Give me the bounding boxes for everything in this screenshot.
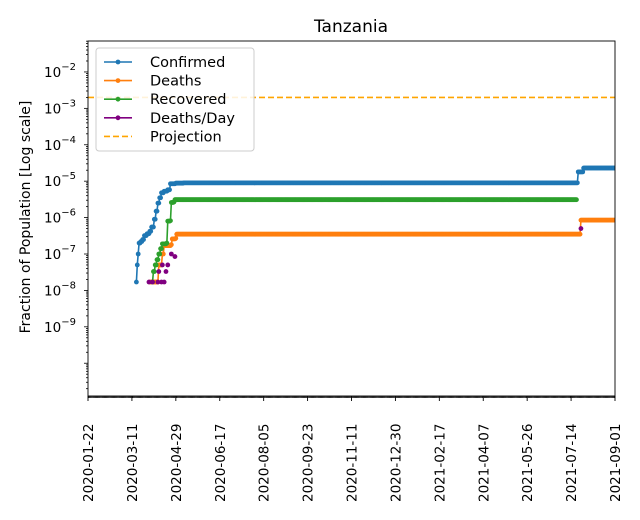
deaths-per-day-point bbox=[156, 269, 162, 274]
data-point-recovered bbox=[164, 240, 170, 246]
data-point-deaths bbox=[612, 217, 615, 223]
x-tick-label: 2020-11-11 bbox=[345, 424, 361, 502]
legend-swatch-marker bbox=[115, 96, 121, 102]
legend-item-confirmed: Confirmed bbox=[104, 55, 225, 71]
chart-title: Tanzania bbox=[313, 17, 388, 37]
data-point-deaths bbox=[160, 251, 166, 257]
data-point-recovered bbox=[155, 257, 161, 263]
data-point-deaths bbox=[173, 235, 179, 241]
legend-box bbox=[95, 47, 255, 152]
data-point-confirmed bbox=[152, 216, 158, 222]
data-point-confirmed bbox=[167, 187, 172, 193]
legend-swatch-marker bbox=[115, 59, 121, 65]
deaths-per-day-point bbox=[172, 254, 178, 259]
x-tick-label: 2021-04-07 bbox=[476, 424, 492, 502]
x-tick-label: 2020-04-29 bbox=[169, 424, 185, 502]
y-tick-label: 10−6 bbox=[44, 208, 76, 227]
legend-swatch-marker bbox=[115, 115, 121, 121]
x-tick-label: 2020-03-11 bbox=[125, 424, 141, 502]
data-layer bbox=[88, 96, 615, 285]
legend-item-deaths-day: Deaths/Day bbox=[104, 111, 235, 127]
legend: Confirmed Deaths Recovered Deaths/Day Projec… bbox=[95, 47, 255, 152]
series-recovered bbox=[150, 197, 579, 285]
y-tick-label: 10−3 bbox=[44, 98, 76, 117]
data-point-recovered bbox=[159, 246, 164, 252]
x-tick-label: 2021-05-26 bbox=[520, 424, 536, 502]
y-tick-label: 10−2 bbox=[44, 62, 76, 81]
x-tick-label: 2020-09-23 bbox=[301, 424, 317, 502]
x-tick-label: 2020-01-22 bbox=[81, 424, 97, 502]
legend-label: Recovered bbox=[150, 92, 226, 108]
x-tick-label: 2020-12-30 bbox=[388, 424, 404, 502]
deaths-per-day-point bbox=[150, 279, 155, 285]
legend-swatch-marker bbox=[115, 78, 121, 83]
deaths-per-day-point bbox=[165, 262, 171, 268]
deaths-per-day-point bbox=[155, 279, 161, 285]
legend-label: Deaths bbox=[150, 74, 201, 90]
data-point-recovered bbox=[574, 197, 579, 203]
data-point-recovered bbox=[157, 251, 163, 257]
data-point-confirmed bbox=[134, 279, 139, 285]
deaths-per-day-point bbox=[159, 262, 165, 268]
plot-frame bbox=[87, 40, 616, 397]
deaths-per-day-point bbox=[146, 279, 152, 285]
data-point-deaths bbox=[577, 231, 583, 237]
legend-item-projection: Projection bbox=[104, 129, 222, 145]
y-tick-label: 10−7 bbox=[44, 244, 76, 263]
legend-label: Deaths/Day bbox=[150, 111, 235, 127]
y-axis-label: Fraction of Population [Log scale] bbox=[18, 101, 34, 334]
series-confirmed bbox=[134, 165, 615, 285]
legend-label: Projection bbox=[150, 129, 222, 145]
series-deaths bbox=[147, 217, 615, 285]
y-tick-label: 10−4 bbox=[44, 135, 76, 154]
deaths-per-day-point bbox=[161, 279, 167, 285]
legend-item-recovered: Recovered bbox=[104, 92, 226, 108]
data-point-recovered bbox=[153, 262, 159, 268]
y-tick-label: 10−8 bbox=[44, 280, 76, 299]
x-tick-label: 2020-06-17 bbox=[213, 424, 229, 502]
x-tick-label: 2021-09-01 bbox=[608, 424, 624, 502]
data-point-confirmed bbox=[135, 251, 141, 257]
y-tick-label: 10−9 bbox=[44, 317, 76, 336]
data-point-confirmed bbox=[574, 180, 580, 186]
plot-area: 2020-01-22 2020-03-11 2020-04-29 2020-06-17… bbox=[44, 40, 624, 502]
deaths-per-day-point bbox=[163, 269, 169, 274]
x-tick-label: 2021-07-14 bbox=[564, 424, 580, 502]
data-point-confirmed bbox=[134, 262, 140, 268]
legend-item-deaths: Deaths bbox=[104, 74, 201, 90]
data-point-confirmed bbox=[141, 237, 146, 242]
data-point-recovered bbox=[168, 218, 173, 224]
data-point-confirmed bbox=[612, 165, 615, 171]
data-point-confirmed bbox=[148, 228, 154, 234]
data-point-deaths bbox=[168, 242, 174, 248]
data-point-confirmed bbox=[158, 195, 164, 201]
data-point-confirmed bbox=[151, 224, 156, 230]
deaths-per-day-point bbox=[168, 251, 174, 257]
y-tick-label: 10−5 bbox=[44, 171, 76, 190]
legend-label: Confirmed bbox=[150, 55, 225, 71]
x-tick-label: 2020-08-05 bbox=[257, 424, 273, 502]
x-axis: 2020-01-22 2020-03-11 2020-04-29 2020-06-17… bbox=[81, 396, 624, 502]
data-point-confirmed bbox=[154, 208, 160, 214]
series-deaths-day bbox=[146, 226, 584, 285]
data-point-recovered bbox=[151, 269, 157, 274]
x-tick-label: 2021-02-17 bbox=[432, 424, 448, 502]
data-point-confirmed bbox=[156, 200, 162, 206]
data-point-confirmed bbox=[580, 169, 586, 175]
deaths-per-day-point bbox=[578, 226, 584, 231]
